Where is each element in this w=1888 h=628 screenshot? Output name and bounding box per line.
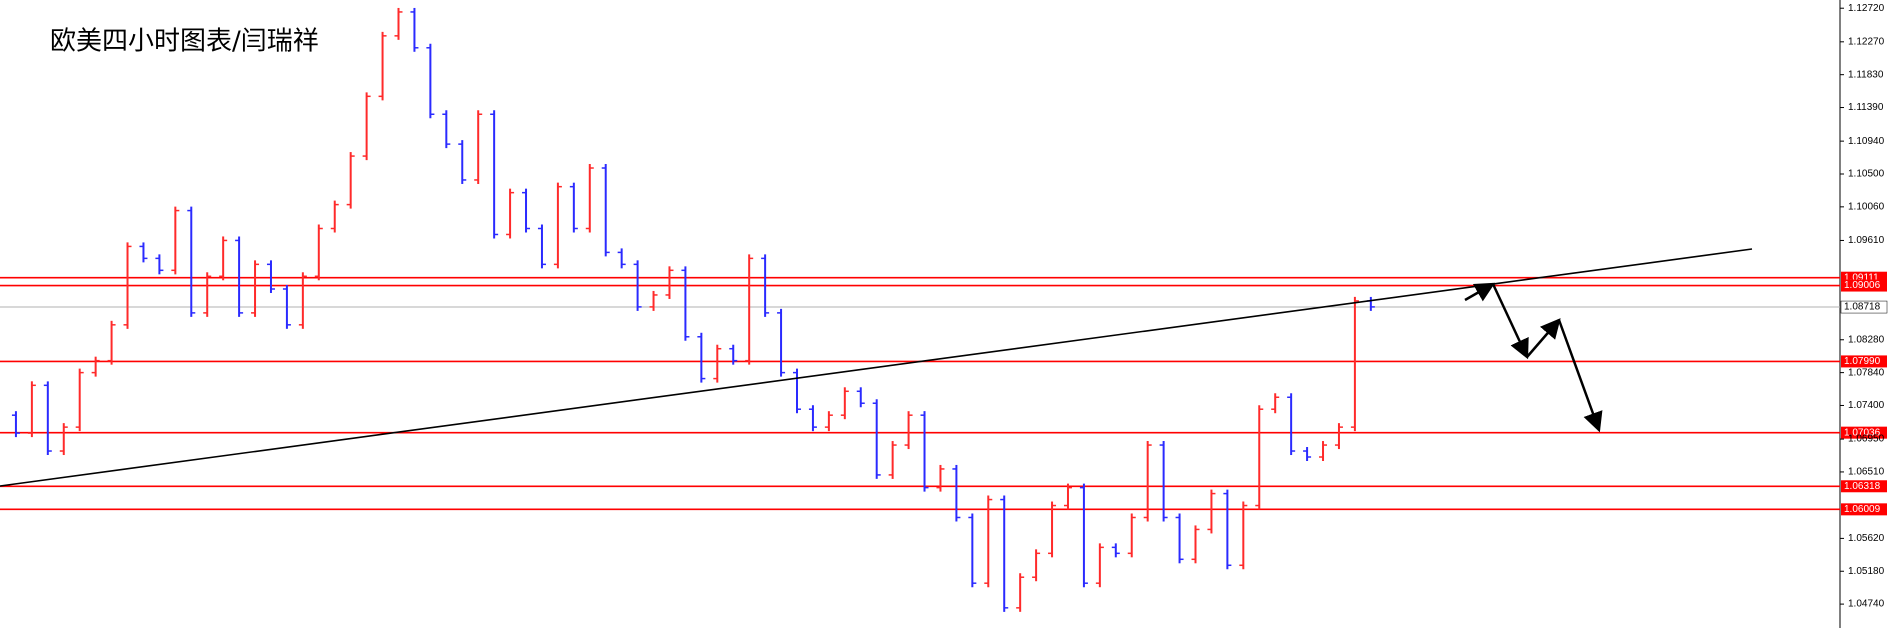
arrow (1557, 319, 1603, 433)
y-tick-label: 1.04740 (1848, 599, 1885, 610)
level-label: 1.06009 (1844, 504, 1881, 515)
y-tick-label: 1.09610 (1848, 235, 1885, 246)
level-label: 1.07036 (1844, 427, 1881, 438)
current-price-box (1840, 300, 1888, 314)
level-label-box (1841, 503, 1887, 516)
y-tick-label: 1.06950 (1848, 434, 1885, 445)
y-tick-label: 1.10060 (1848, 201, 1885, 212)
level-label-box (1841, 279, 1887, 292)
level-label-box (1841, 480, 1887, 493)
level-label-box (1841, 355, 1887, 368)
arrow (1464, 282, 1496, 302)
level-label: 1.09006 (1844, 280, 1881, 291)
level-label: 1.09111 (1844, 272, 1879, 283)
y-tick-label: 1.11390 (1848, 102, 1884, 113)
forecast-arrows (1464, 282, 1603, 433)
arrow (1491, 283, 1529, 360)
y-tick-label: 1.05180 (1848, 566, 1885, 577)
y-tick-label: 1.05620 (1848, 533, 1885, 544)
level-label: 1.06318 (1844, 481, 1881, 492)
current-price-label: 1.08718 (1844, 302, 1881, 313)
y-tick-label: 1.11830 (1848, 69, 1884, 80)
y-tick-label: 1.10940 (1848, 136, 1885, 147)
y-tick-label: 1.07400 (1848, 400, 1885, 411)
y-tick-label: 1.12720 (1848, 3, 1885, 14)
y-tick-label: 1.07840 (1848, 367, 1885, 378)
level-label-box (1841, 426, 1887, 439)
level-label: 1.07990 (1844, 356, 1881, 367)
chart-title: 欧美四小时图表/闫瑞祥 (50, 27, 319, 57)
arrow (1526, 318, 1561, 358)
y-tick-label: 1.12270 (1848, 36, 1885, 47)
trend-line (0, 248, 1753, 487)
y-tick-label: 1.10500 (1848, 169, 1885, 180)
y-tick-label: 1.06510 (1848, 467, 1885, 478)
y-tick-label: 1.08280 (1848, 334, 1885, 345)
